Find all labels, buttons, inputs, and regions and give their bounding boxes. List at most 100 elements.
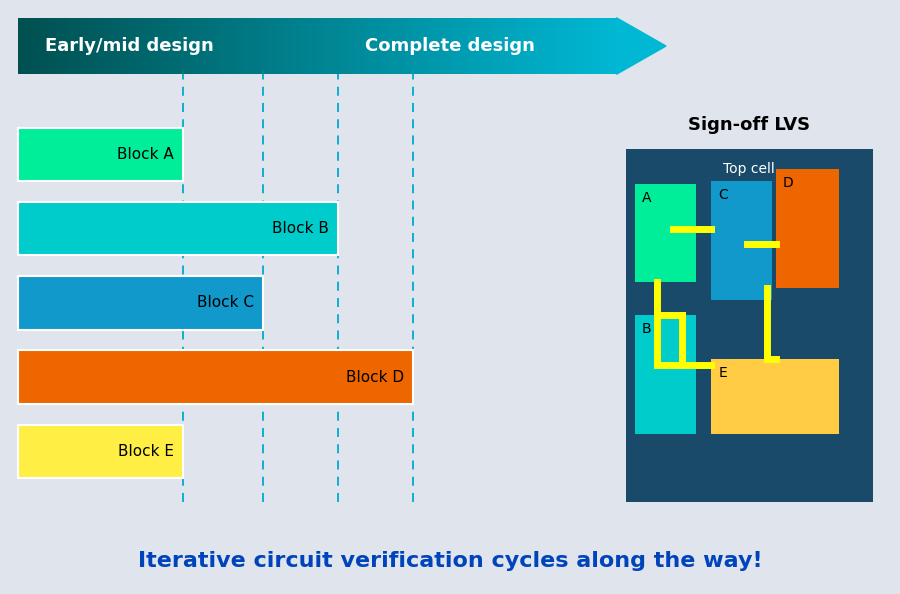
- Text: Early/mid design: Early/mid design: [45, 37, 214, 55]
- Bar: [443, 18, 446, 74]
- Bar: [152, 18, 155, 74]
- Bar: [320, 18, 322, 74]
- Text: Complete design: Complete design: [365, 37, 535, 55]
- Bar: [577, 18, 580, 74]
- Bar: [411, 18, 414, 74]
- Bar: [249, 18, 252, 74]
- Bar: [580, 18, 583, 74]
- Bar: [98, 18, 101, 74]
- Bar: [88, 18, 91, 74]
- Bar: [397, 18, 400, 74]
- Bar: [491, 18, 494, 74]
- Bar: [293, 18, 296, 74]
- Bar: [228, 18, 230, 74]
- Bar: [56, 18, 58, 74]
- Bar: [562, 18, 565, 74]
- Bar: [357, 18, 360, 74]
- Bar: [543, 18, 545, 74]
- Bar: [212, 18, 214, 74]
- Bar: [511, 18, 514, 74]
- Bar: [602, 18, 606, 74]
- Bar: [523, 18, 526, 74]
- Bar: [149, 18, 153, 74]
- Bar: [535, 18, 537, 74]
- Bar: [607, 18, 609, 74]
- Bar: [122, 18, 124, 74]
- Text: D: D: [783, 176, 794, 191]
- Bar: [459, 18, 462, 74]
- Bar: [315, 18, 319, 74]
- Bar: [210, 18, 212, 74]
- Bar: [256, 18, 258, 74]
- Text: Top cell: Top cell: [724, 162, 775, 176]
- Bar: [94, 18, 96, 74]
- Bar: [190, 18, 193, 74]
- Bar: [84, 18, 86, 74]
- Bar: [269, 18, 273, 74]
- Bar: [425, 18, 427, 74]
- Bar: [267, 18, 270, 74]
- Bar: [427, 18, 430, 74]
- Bar: [395, 18, 398, 74]
- Bar: [24, 18, 27, 74]
- Bar: [231, 18, 234, 74]
- Bar: [383, 18, 386, 74]
- Bar: [405, 18, 408, 74]
- Bar: [431, 18, 434, 74]
- Bar: [254, 18, 256, 74]
- Bar: [198, 18, 201, 74]
- Bar: [587, 18, 590, 74]
- Bar: [615, 18, 617, 74]
- Bar: [126, 18, 129, 74]
- Bar: [116, 18, 119, 74]
- Text: Iterative circuit verification cycles along the way!: Iterative circuit verification cycles al…: [138, 551, 762, 571]
- Bar: [277, 18, 280, 74]
- Bar: [556, 18, 560, 74]
- Bar: [711, 181, 772, 300]
- Bar: [200, 18, 202, 74]
- Bar: [246, 18, 248, 74]
- Bar: [347, 18, 350, 74]
- Bar: [130, 18, 132, 74]
- Bar: [536, 18, 540, 74]
- Bar: [544, 18, 547, 74]
- Bar: [146, 18, 148, 74]
- Bar: [18, 276, 264, 330]
- Bar: [421, 18, 424, 74]
- Bar: [331, 18, 334, 74]
- Bar: [192, 18, 194, 74]
- Bar: [571, 18, 573, 74]
- Bar: [223, 18, 227, 74]
- Bar: [284, 18, 286, 74]
- Bar: [303, 18, 306, 74]
- Bar: [128, 18, 130, 74]
- Bar: [600, 18, 603, 74]
- Bar: [182, 18, 184, 74]
- Bar: [82, 18, 85, 74]
- Bar: [505, 18, 508, 74]
- Bar: [551, 18, 554, 74]
- Bar: [343, 18, 346, 74]
- Bar: [569, 18, 572, 74]
- Bar: [454, 18, 458, 74]
- Bar: [292, 18, 294, 74]
- Bar: [541, 18, 544, 74]
- Bar: [318, 18, 320, 74]
- Bar: [776, 169, 839, 288]
- Bar: [447, 18, 450, 74]
- Bar: [236, 18, 238, 74]
- Bar: [481, 18, 483, 74]
- Bar: [20, 18, 22, 74]
- Bar: [187, 18, 191, 74]
- Bar: [467, 18, 470, 74]
- Bar: [74, 18, 76, 74]
- Bar: [44, 18, 47, 74]
- Bar: [112, 18, 114, 74]
- Bar: [495, 18, 498, 74]
- Bar: [275, 18, 278, 74]
- Bar: [561, 18, 563, 74]
- Bar: [185, 18, 188, 74]
- Bar: [487, 18, 490, 74]
- Bar: [429, 18, 432, 74]
- Bar: [321, 18, 324, 74]
